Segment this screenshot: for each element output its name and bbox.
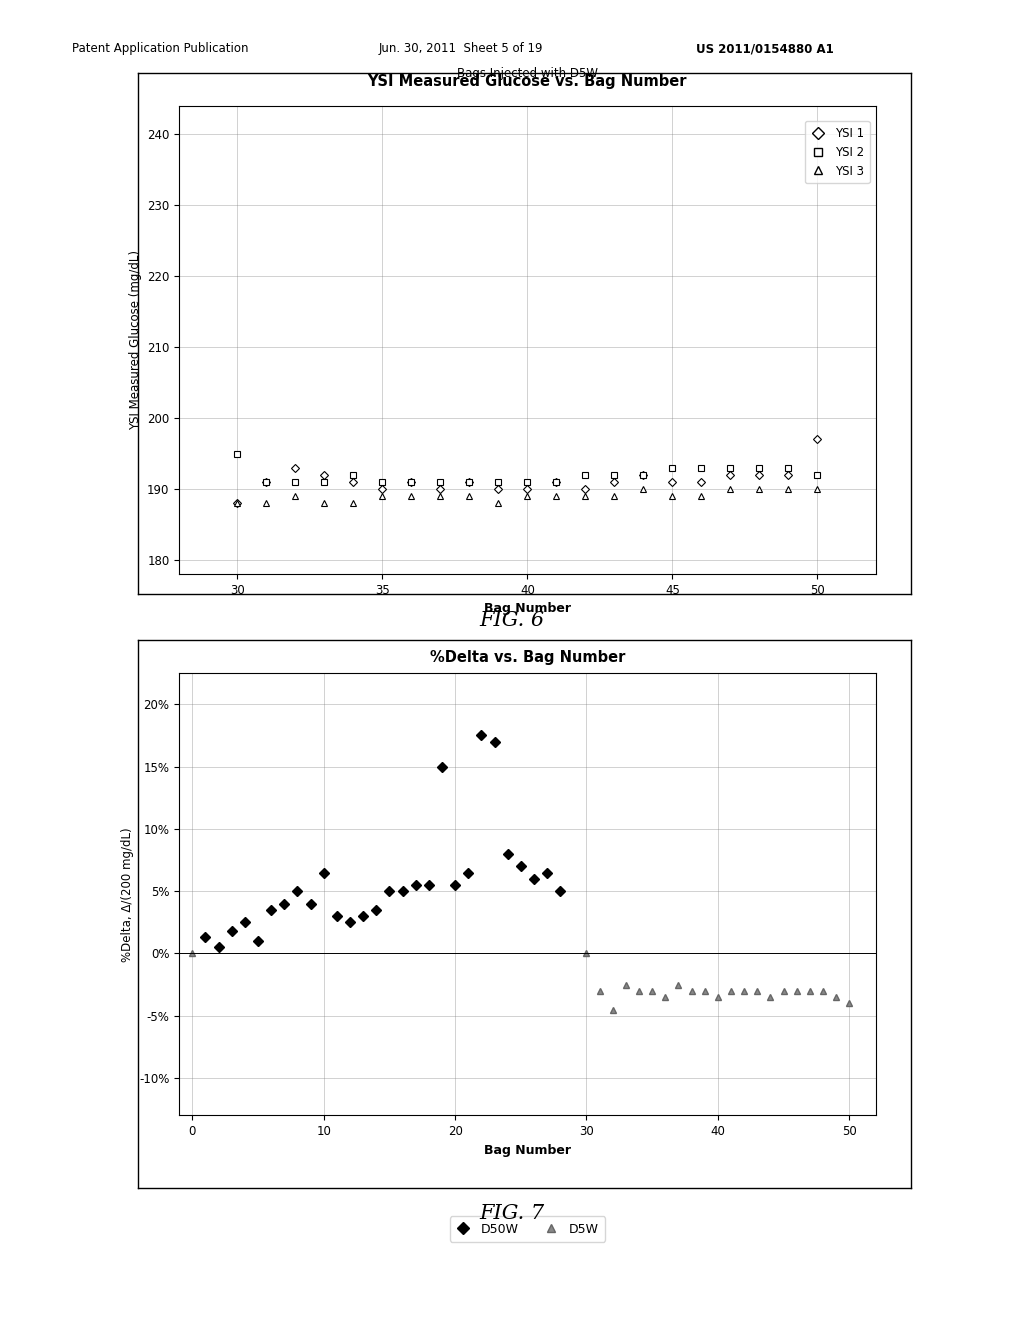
- D5W: [581, 945, 593, 961]
- D5W: [752, 983, 764, 999]
- D50W: [462, 865, 474, 880]
- D50W: [475, 727, 487, 743]
- Y-axis label: YSI Measured Glucose (mg/dL): YSI Measured Glucose (mg/dL): [129, 249, 141, 430]
- D5W: [817, 983, 829, 999]
- D50W: [502, 846, 514, 862]
- D5W: [646, 983, 658, 999]
- D5W: [186, 945, 199, 961]
- D50W: [396, 883, 409, 899]
- Y-axis label: %Delta, Δ/(200 mg/dL): %Delta, Δ/(200 mg/dL): [121, 828, 133, 961]
- D5W: [738, 983, 751, 999]
- D5W: [843, 995, 855, 1011]
- D50W: [423, 876, 435, 892]
- D5W: [620, 977, 632, 993]
- D50W: [344, 915, 356, 931]
- D50W: [225, 923, 238, 939]
- D50W: [488, 734, 501, 750]
- Text: Jun. 30, 2011  Sheet 5 of 19: Jun. 30, 2011 Sheet 5 of 19: [379, 42, 544, 55]
- Text: Patent Application Publication: Patent Application Publication: [72, 42, 248, 55]
- D5W: [791, 983, 803, 999]
- Text: FIG. 6: FIG. 6: [479, 611, 545, 630]
- D5W: [804, 983, 816, 999]
- D5W: [685, 983, 697, 999]
- D50W: [212, 940, 224, 956]
- Text: Bags Injected with D5W: Bags Injected with D5W: [457, 67, 598, 79]
- D50W: [265, 902, 278, 917]
- D50W: [331, 908, 343, 924]
- D50W: [252, 933, 264, 949]
- D50W: [436, 759, 449, 775]
- D50W: [357, 908, 370, 924]
- D50W: [554, 883, 566, 899]
- Line: D5W: D5W: [188, 950, 853, 1012]
- D50W: [200, 929, 212, 945]
- D5W: [725, 983, 737, 999]
- D5W: [659, 989, 672, 1005]
- D50W: [304, 896, 316, 912]
- X-axis label: Bag Number: Bag Number: [484, 1143, 570, 1156]
- Title: YSI Measured Glucose vs. Bag Number: YSI Measured Glucose vs. Bag Number: [368, 74, 687, 90]
- D50W: [541, 865, 553, 880]
- X-axis label: Bag Number: Bag Number: [484, 602, 570, 615]
- D5W: [830, 989, 843, 1005]
- D5W: [712, 989, 724, 1005]
- D50W: [383, 883, 395, 899]
- Legend: YSI 1, YSI 2, YSI 3: YSI 1, YSI 2, YSI 3: [805, 121, 869, 183]
- D5W: [673, 977, 685, 993]
- Line: D50W: D50W: [202, 733, 563, 950]
- D50W: [239, 915, 251, 931]
- D50W: [291, 883, 303, 899]
- D5W: [777, 983, 790, 999]
- D5W: [594, 983, 606, 999]
- D5W: [633, 983, 645, 999]
- Title: %Delta vs. Bag Number: %Delta vs. Bag Number: [430, 649, 625, 665]
- D50W: [370, 902, 382, 917]
- D5W: [606, 1002, 618, 1018]
- D50W: [449, 876, 461, 892]
- D50W: [317, 865, 330, 880]
- D50W: [410, 876, 422, 892]
- D5W: [764, 989, 776, 1005]
- Legend: D50W, D5W: D50W, D5W: [450, 1216, 605, 1242]
- D50W: [527, 871, 540, 887]
- D50W: [515, 858, 527, 874]
- D50W: [279, 896, 291, 912]
- D5W: [698, 983, 711, 999]
- Text: FIG. 7: FIG. 7: [479, 1204, 545, 1222]
- Text: US 2011/0154880 A1: US 2011/0154880 A1: [696, 42, 835, 55]
